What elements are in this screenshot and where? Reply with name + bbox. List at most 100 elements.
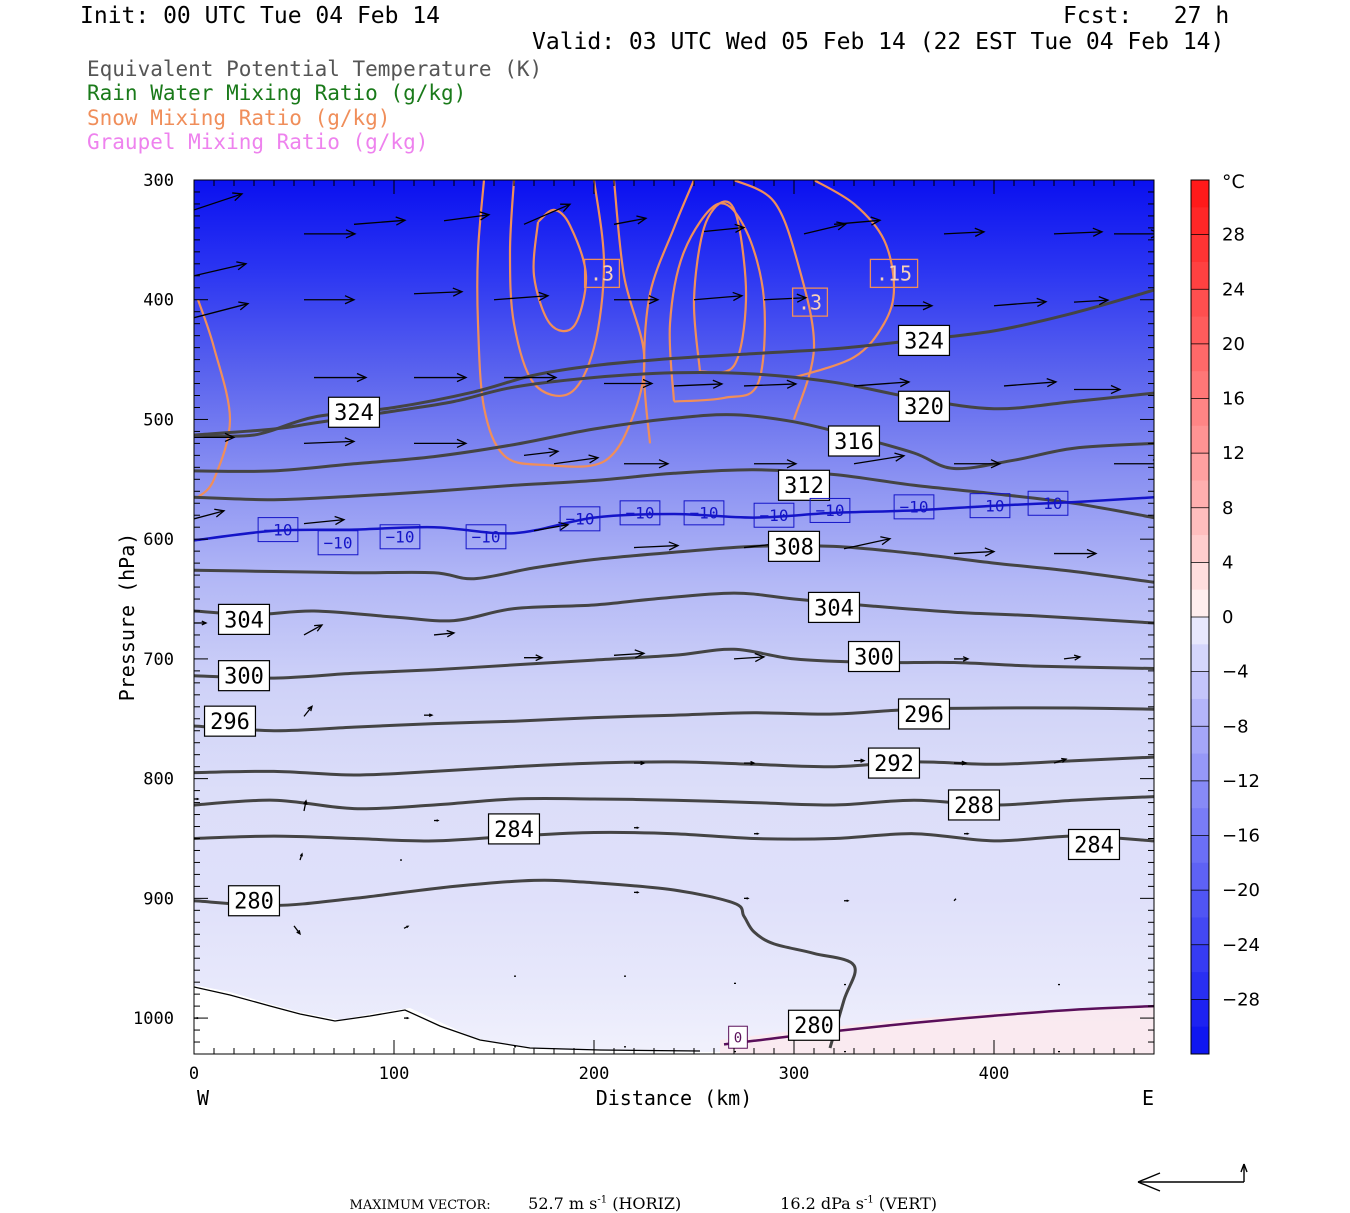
theta-e-label-320-text: 320 bbox=[904, 395, 944, 420]
wind-vector-head bbox=[395, 216, 407, 226]
wind-vector-head bbox=[846, 899, 850, 902]
wind-vector-head bbox=[479, 211, 491, 221]
wind-vector-head bbox=[548, 447, 560, 458]
theta-e-contour-304 bbox=[194, 591, 1154, 625]
isotherm-minus10-label: −10 bbox=[809, 497, 851, 523]
wind-vector-shaft bbox=[303, 800, 307, 812]
init-time: Init: 00 UTC Tue 04 Feb 14 bbox=[80, 3, 441, 29]
wind-vector-head bbox=[344, 295, 356, 305]
wind-vector-shaft bbox=[433, 632, 455, 636]
wind-vector-shaft bbox=[763, 297, 807, 301]
wind-vector bbox=[964, 832, 970, 835]
isotherm-minus10-label-text: −10 bbox=[566, 510, 595, 529]
wind-vector-head bbox=[560, 203, 572, 213]
wind-vector-shaft bbox=[303, 705, 313, 717]
colorbar-swatch bbox=[1191, 917, 1209, 946]
theta-e-label-280-box bbox=[787, 1009, 841, 1041]
wind-vector bbox=[523, 447, 560, 458]
theta-e-label-288-box bbox=[947, 789, 1001, 821]
wind-vector bbox=[194, 432, 236, 443]
isotherm-minus10-label: −10 bbox=[465, 524, 507, 550]
isotherm-minus10-label-box bbox=[969, 493, 1011, 519]
plot-background bbox=[194, 180, 1154, 1054]
wind-vector bbox=[414, 438, 468, 449]
wind-vector-head bbox=[734, 223, 746, 233]
wind-vector-shaft bbox=[853, 381, 910, 387]
wind-vector-head bbox=[232, 192, 244, 202]
max-vector-title: MAXIMUM VECTOR: bbox=[349, 1198, 491, 1213]
colorbar-swatch bbox=[1191, 808, 1209, 836]
max-vector-label: MAXIMUM VECTOR: bbox=[340, 1177, 491, 1213]
y-tick-label: 400 bbox=[143, 291, 174, 311]
wind-vector bbox=[634, 826, 640, 829]
snow-contour bbox=[642, 180, 696, 444]
snow-label-box bbox=[869, 258, 919, 289]
wind-vector bbox=[303, 437, 356, 447]
wind-vector-head bbox=[658, 459, 670, 469]
isotherm-minus10-label: −10 bbox=[969, 493, 1011, 519]
colorbar-unit: °C bbox=[1222, 171, 1245, 193]
wind-vector bbox=[353, 216, 407, 226]
theta-e-label-300-text: 300 bbox=[224, 665, 264, 690]
wind-vector-head bbox=[668, 541, 680, 551]
wind-vector bbox=[194, 508, 226, 520]
isotherm-minus10-label-box bbox=[1027, 490, 1069, 516]
horiz-tail: (HORIZ) bbox=[607, 1194, 682, 1213]
colorbar-swatch bbox=[1191, 835, 1209, 864]
wind-vector bbox=[504, 372, 558, 383]
vert-value: 16.2 dPa s bbox=[780, 1194, 865, 1213]
theta-e-contour-284 bbox=[194, 830, 1154, 843]
wind-vector bbox=[1063, 654, 1082, 661]
wind-vector bbox=[1053, 227, 1104, 237]
theta-e-label-280-text: 280 bbox=[794, 1014, 834, 1039]
wind-vector bbox=[854, 758, 866, 763]
theta-e-label-304-box bbox=[807, 591, 861, 624]
theta-e-contour-296 bbox=[194, 706, 1154, 733]
theta-e-label-324: 324 bbox=[327, 396, 381, 428]
theta-e-label-320-box bbox=[897, 390, 951, 422]
wind-vector-head bbox=[456, 372, 468, 383]
snow-contour bbox=[668, 202, 766, 403]
colorbar-swatch bbox=[1191, 234, 1209, 263]
colorbar-swatch bbox=[1191, 972, 1209, 1000]
colorbar-label: −20 bbox=[1222, 880, 1260, 901]
vert-exponent: -1 bbox=[864, 1194, 874, 1206]
isotherm-minus10-label-box bbox=[257, 517, 299, 543]
wind-vector bbox=[1114, 229, 1154, 239]
isotherm-minus10-label-box bbox=[619, 500, 661, 526]
wind-vector-head bbox=[201, 620, 208, 626]
theta-e-label-304: 304 bbox=[217, 603, 271, 635]
theta-e-label-296-text: 296 bbox=[904, 703, 944, 728]
colorbar-label: 16 bbox=[1222, 389, 1245, 410]
legend-graupel: Graupel Mixing Ratio (g/kg) bbox=[87, 130, 429, 154]
colorbar-label: −28 bbox=[1222, 989, 1260, 1010]
isotherm-minus10-label-box bbox=[465, 524, 507, 550]
wind-vector-head bbox=[984, 547, 996, 557]
wind-vector bbox=[703, 223, 746, 233]
wind-vector bbox=[433, 629, 456, 638]
snow-label: .15 bbox=[869, 258, 919, 289]
wind-vector bbox=[194, 797, 200, 801]
isotherm-minus10-label-box bbox=[753, 502, 795, 528]
theta-e-label-304: 304 bbox=[807, 591, 861, 624]
theta-e-label-300-box bbox=[847, 640, 901, 673]
wind-vector-head bbox=[1110, 384, 1122, 395]
isotherm-minus10-label-text: −10 bbox=[1034, 494, 1063, 513]
wind-vector bbox=[524, 654, 544, 662]
wind-vector-head bbox=[428, 713, 434, 718]
colorbar-swatch bbox=[1191, 562, 1209, 591]
wind-vector bbox=[843, 536, 892, 550]
snow-label-box bbox=[583, 258, 621, 289]
wind-vector-head bbox=[236, 261, 248, 271]
wind-vector-head bbox=[642, 378, 654, 389]
terrain-line bbox=[194, 986, 701, 1052]
theta-e-label-284-text: 284 bbox=[1074, 833, 1114, 858]
wind-vector-shaft bbox=[1073, 299, 1109, 303]
wind-vector-head bbox=[636, 891, 640, 894]
wind-vector-head bbox=[1086, 548, 1098, 559]
colorbar-swatch bbox=[1191, 780, 1209, 809]
theta-e-contour-320 bbox=[194, 370, 1154, 437]
colorbar-swatch bbox=[1191, 671, 1209, 700]
wind-vector-shaft bbox=[833, 219, 881, 225]
